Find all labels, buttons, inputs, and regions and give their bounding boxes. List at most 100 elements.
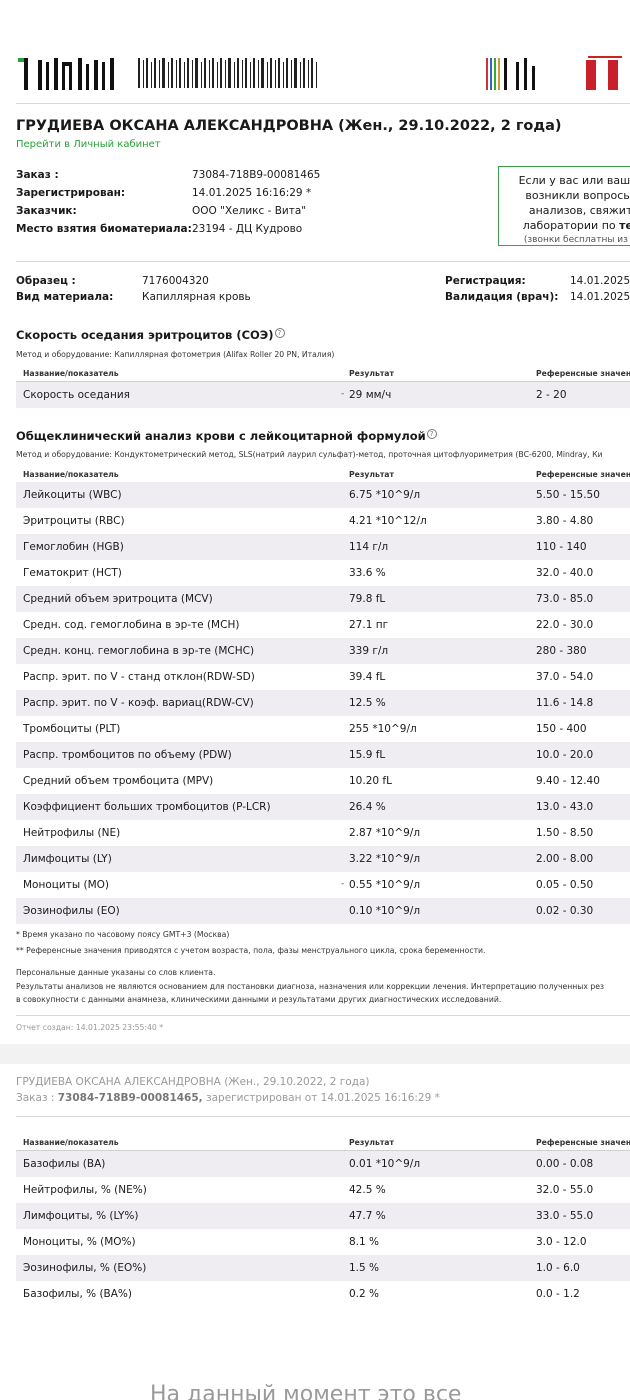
column-result: Результат <box>349 369 394 378</box>
page-break <box>0 1044 630 1064</box>
section-divider <box>16 261 630 262</box>
personal-cabinet-link[interactable]: Перейти в Личный кабинет <box>16 139 161 150</box>
section-title-cbc: Общеклинический анализ крови с лейкоцита… <box>16 429 437 443</box>
table-row: Моноциты (MO) -0.55 *10^9/л 0.05 - 0.50 <box>16 872 630 898</box>
method-esr: Метод и оборудование: Капиллярная фотоме… <box>16 350 335 359</box>
table-header: Название/показатель Результат Референсны… <box>16 469 630 483</box>
table-row: Лимфоциты (LY) 3.22 *10^9/л 2.00 - 8.00 <box>16 846 630 872</box>
column-name: Название/показатель <box>23 369 119 378</box>
test-name: Лимфоциты (LY) <box>23 853 112 865</box>
table-row: Базофилы (BA) 0.01 *10^9/л 0.00 - 0.08 <box>16 1151 630 1177</box>
registration-label: Регистрация: <box>445 275 526 287</box>
table-row: Нейтрофилы, % (NE%) 42.5 % 32.0 - 55.0 <box>16 1177 630 1203</box>
test-reference: 73.0 - 85.0 <box>536 593 594 605</box>
page2-divider <box>16 1116 630 1117</box>
material-value: Капиллярная кровь <box>142 291 251 303</box>
help-icon[interactable]: ? <box>274 328 285 338</box>
test-name: Распр. тромбоцитов по объему (PDW) <box>23 749 232 761</box>
column-result: Результат <box>349 470 394 479</box>
test-reference: 32.0 - 40.0 <box>536 567 594 579</box>
test-result: 0.55 *10^9/л <box>349 879 421 891</box>
notes-divider <box>16 1015 630 1016</box>
test-reference: 22.0 - 30.0 <box>536 619 594 631</box>
test-reference: 9.40 - 12.40 <box>536 775 600 787</box>
test-name: Распр. эрит. по V - станд отклон(RDW-SD) <box>23 671 255 683</box>
test-result: 0.10 *10^9/л <box>349 905 421 917</box>
page2-order-label: Заказ : <box>16 1092 58 1104</box>
page2-patient: ГРУДИЕВА ОКСАНА АЛЕКСАНДРОВНА (Жен., 29.… <box>16 1076 370 1088</box>
help-icon[interactable]: ? <box>426 429 437 439</box>
end-of-results-text: На данный момент это все <box>150 1382 462 1400</box>
infobox-phone-label: тел. <box>619 219 630 232</box>
certification-logo <box>586 56 622 90</box>
test-name: Гематокрит (HCT) <box>23 567 122 579</box>
table-row: Средн. сод. гемоглобина в эр-те (MCH) 27.… <box>16 612 630 638</box>
test-result: 42.5 % <box>349 1184 386 1196</box>
table-row: Распр. тромбоцитов по объему (PDW) 15.9 f… <box>16 742 630 768</box>
report-created: Отчет создан: 14.01.2025 23:55:40 * <box>16 1023 164 1032</box>
test-result: 12.5 % <box>349 697 386 709</box>
lab-name-banner <box>138 58 317 88</box>
test-result: 255 *10^9/л <box>349 723 417 735</box>
test-name: Моноциты (MO) <box>23 879 110 891</box>
test-result: 10.20 fL <box>349 775 392 787</box>
test-reference: 3.0 - 12.0 <box>536 1236 587 1248</box>
test-result: 29 мм/ч <box>349 389 392 401</box>
test-result: 79.8 fL <box>349 593 386 605</box>
test-name: Нейтрофилы (NE) <box>23 827 121 839</box>
note-personal-data: Персональные данные указаны со слов клие… <box>16 968 216 977</box>
table-row: Лейкоциты (WBC) 6.75 *10^9/л 5.50 - 15.50 <box>16 482 630 508</box>
test-name: Эритроциты (RBC) <box>23 515 125 527</box>
test-result: 26.4 % <box>349 801 386 813</box>
test-result: 47.7 % <box>349 1210 386 1222</box>
column-reference: Референсные значен <box>536 369 630 378</box>
test-reference: 0.00 - 0.08 <box>536 1158 594 1170</box>
table-row: Средн. конц. гемоглобина в эр-те (MCHC) 3… <box>16 638 630 664</box>
table-row: Скорость оседания - 29 мм/ч 2 - 20 <box>16 382 630 408</box>
note-disclaimer-cont: в совокупности с данными анамнеза, клини… <box>16 995 502 1004</box>
test-result: 114 г/л <box>349 541 389 553</box>
test-reference: 2 - 20 <box>536 389 567 401</box>
test-name: Распр. эрит. по V - коэф. вариац(RDW-CV) <box>23 697 254 709</box>
order-value: 73084-718B9-00081465 <box>192 169 321 181</box>
test-reference: 0.02 - 0.30 <box>536 905 594 917</box>
table-row: Распр. эрит. по V - коэф. вариац(RDW-CV)… <box>16 690 630 716</box>
registered-value: 14.01.2025 16:16:29 * <box>192 187 312 199</box>
infobox-line: лаборатории по тел. <box>509 218 630 233</box>
note-disclaimer: Результаты анализов не являются основани… <box>16 982 605 991</box>
test-reference: 33.0 - 55.0 <box>536 1210 594 1222</box>
test-result: 3.22 *10^9/л <box>349 853 421 865</box>
test-name: Моноциты, % (MO%) <box>23 1236 136 1248</box>
test-reference: 37.0 - 54.0 <box>536 671 594 683</box>
test-result: 39.4 fL <box>349 671 386 683</box>
test-name: Средний объем эритроцита (MCV) <box>23 593 213 605</box>
column-name: Название/показатель <box>23 470 119 479</box>
test-result: 27.1 пг <box>349 619 389 631</box>
test-reference: 2.00 - 8.00 <box>536 853 594 865</box>
section-title-text: Скорость оседания эритроцитов (СОЭ) <box>16 328 274 342</box>
section-title-esr: Скорость оседания эритроцитов (СОЭ)? <box>16 328 285 342</box>
table-row: Средний объем эритроцита (MCV) 79.8 fL 73.… <box>16 586 630 612</box>
table-row: Тромбоциты (PLT) 255 *10^9/л 150 - 400 <box>16 716 630 742</box>
test-reference: 110 - 140 <box>536 541 587 553</box>
registration-value: 14.01.2025 <box>570 275 630 287</box>
test-result: 2.87 *10^9/л <box>349 827 421 839</box>
column-name: Название/показатель <box>23 1138 119 1147</box>
customer-value: ООО "Хеликс - Вита" <box>192 205 307 217</box>
validation-value: 14.01.2025 <box>570 291 630 303</box>
test-name: Коэффициент больших тромбоцитов (P-LCR) <box>23 801 271 813</box>
infobox-line: Если у вас или вашего <box>518 174 630 187</box>
section-title-text: Общеклинический анализ крови с лейкоцита… <box>16 429 426 443</box>
infobox-line: (звонки бесплатны из лю <box>523 235 630 245</box>
test-result: 15.9 fL <box>349 749 386 761</box>
validation-label: Валидация (врач): <box>445 291 559 303</box>
column-reference: Референсные значен <box>536 1138 630 1147</box>
infobox-phone-prefix: лаборатории по <box>522 219 620 232</box>
test-result: 1.5 % <box>349 1262 380 1274</box>
test-name: Гемоглобин (HGB) <box>23 541 124 553</box>
test-name: Средний объем тромбоцита (MPV) <box>23 775 214 787</box>
registered-label: Зарегистрирован: <box>16 187 126 199</box>
test-reference: 1.50 - 8.50 <box>536 827 594 839</box>
result-flag: - <box>341 389 345 399</box>
test-reference: 3.80 - 4.80 <box>536 515 594 527</box>
